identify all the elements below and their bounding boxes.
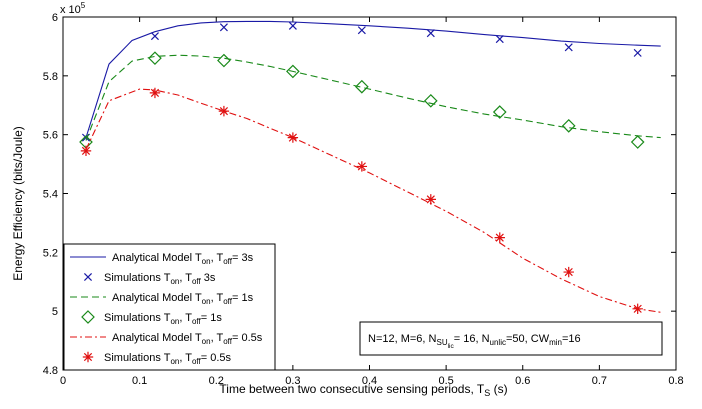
y-axis-multiplier: x 105 [60,1,86,16]
data-point [148,51,162,66]
legend-swatch [83,272,93,282]
legend-label: Analytical Model Ton, Toff= 1s [112,292,254,306]
data-point [286,64,300,79]
data-point [150,32,159,41]
y-tick-label: 4.8 [43,365,58,377]
y-tick-label: 5.8 [43,71,58,83]
x-tick-label: 0.7 [592,375,607,387]
y-tick-label: 5.2 [43,247,58,259]
parameter-annotation-box: N=12, M=6, NSUlic= 16, Nunlic=50, CWmin=… [359,321,663,356]
series-line [85,88,661,313]
y-tick-label: 5.4 [43,189,58,201]
x-tick-label: 0.8 [668,375,683,387]
data-point [218,105,230,117]
x-tick-label: 0 [60,375,66,387]
legend-box [63,243,276,371]
data-point [219,23,228,32]
data-point [426,29,435,38]
data-point [492,105,507,119]
data-point [354,79,369,94]
y-axis-label: Energy Efficiency (bits/Joule) [11,126,25,281]
series-line [85,20,661,138]
data-point [287,132,299,143]
x-tick-label: 0.4 [362,375,377,387]
x-axis-label: Time between two consecutive sensing per… [219,382,507,398]
data-point [561,118,576,133]
series-4 [85,88,661,313]
legend-label: Simulations Ton, Toff= 0.5s [104,352,232,366]
data-point [495,35,504,44]
x-tick-label: 0.6 [515,375,530,387]
data-point [630,135,645,149]
legend-label: Simulations Ton, Toff 3s [104,272,216,286]
data-point [633,48,642,57]
y-tick-label: 5 [52,306,58,318]
legend-label: Simulations Ton, Toff= 1s [104,312,222,326]
series-5 [80,87,643,315]
legend-swatch [82,351,94,363]
data-point [357,26,366,35]
data-point [632,303,643,315]
legend-swatch [81,310,95,324]
y-tick-label: 6 [52,12,58,24]
legend: Analytical Model Ton, Toff= 3s Simulation… [63,243,276,371]
annotation-box [359,321,663,356]
legend-label: Analytical Model Ton, Toff= 0.5s [112,332,263,346]
legend-label: Analytical Model Ton, Toff= 3s [112,252,254,266]
data-point [149,87,161,99]
data-point [423,93,438,108]
plot-area-series [79,20,661,315]
y-tick-label: 5.6 [43,130,58,142]
series-1 [81,21,642,142]
series-0 [85,20,661,138]
data-point [563,266,574,278]
data-point [80,145,92,157]
data-point [425,194,436,205]
annotation-text: N=12, M=6, NSUlic= 16, Nunlic=50, CWmin=… [368,333,581,350]
x-tick-label: 0.5 [438,375,453,387]
data-point [356,161,368,172]
data-point [217,53,231,68]
data-point [564,43,573,52]
data-point [494,232,505,243]
data-point [288,21,297,30]
x-tick-label: 0.1 [132,375,147,387]
series-3 [79,51,645,149]
x-tick-label: 0.2 [209,375,224,387]
x-tick-label: 0.3 [285,375,300,387]
